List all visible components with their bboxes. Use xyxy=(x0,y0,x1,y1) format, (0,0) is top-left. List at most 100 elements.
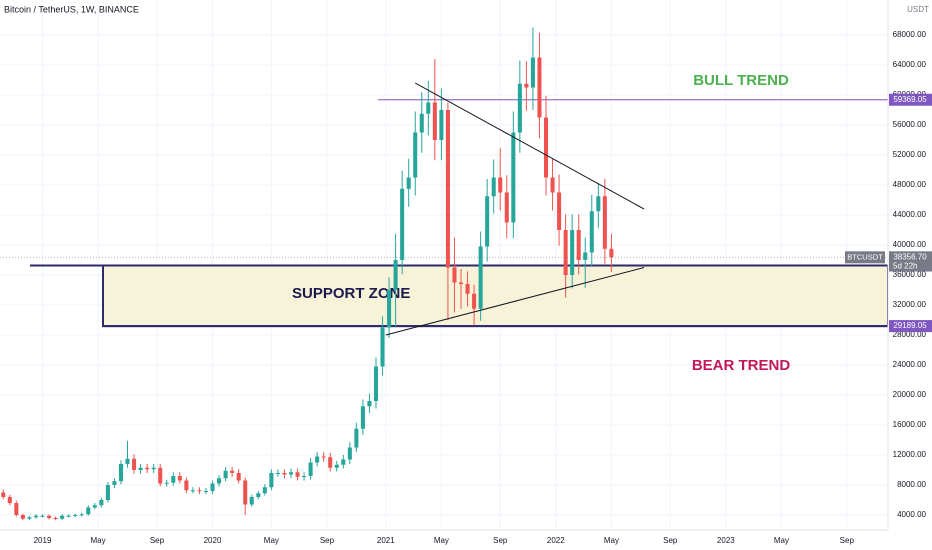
candle-body xyxy=(125,458,130,465)
candle-body xyxy=(203,491,209,493)
x-tick-label: Sep xyxy=(840,536,855,545)
candle-body xyxy=(315,456,320,463)
candle-body xyxy=(530,57,535,88)
candle-body xyxy=(341,459,346,465)
x-tick-label: May xyxy=(264,536,279,545)
candle-body xyxy=(151,467,156,470)
candle-body xyxy=(60,515,65,519)
chart-title: Bitcoin / TetherUS, 1W, BINANCE xyxy=(4,4,139,14)
y-tick-label: 4000.00 xyxy=(897,510,926,519)
support-zone-label: SUPPORT ZONE xyxy=(292,285,410,302)
candle-body xyxy=(7,497,12,504)
candle-body xyxy=(20,515,25,519)
x-tick-label: May xyxy=(91,536,106,545)
y-tick-label: 12000.00 xyxy=(893,450,927,459)
candle-body xyxy=(243,480,248,505)
candle-body xyxy=(334,464,339,468)
x-tick-label: May xyxy=(434,536,449,545)
candle-body xyxy=(112,481,117,486)
candle-body xyxy=(302,476,307,478)
candle-body xyxy=(217,478,222,484)
level-tag xyxy=(889,320,932,333)
candle-body xyxy=(27,517,32,519)
candle-body xyxy=(413,132,418,178)
candle-body xyxy=(550,177,555,193)
candle-body xyxy=(47,515,52,519)
level-label: 29189.05 xyxy=(893,321,927,330)
candle-body xyxy=(177,476,182,481)
candle-body xyxy=(249,497,254,505)
y-tick-label: 68000.00 xyxy=(893,30,927,39)
bear-trend-label: BEAR TREND xyxy=(692,357,791,374)
candle-body xyxy=(543,117,549,178)
trend-line xyxy=(385,267,645,336)
y-tick-label: 16000.00 xyxy=(893,420,927,429)
price-axis-bg xyxy=(888,0,932,550)
y-tick-label: 48000.00 xyxy=(893,180,927,189)
candle-body xyxy=(14,503,19,516)
candle-body xyxy=(164,482,169,484)
x-tick-label: Sep xyxy=(493,536,508,545)
x-tick-label: 2022 xyxy=(547,536,565,545)
candle-body xyxy=(445,110,450,268)
support-zone xyxy=(102,264,889,328)
y-tick-label: 8000.00 xyxy=(897,480,926,489)
level-label: 59369.05 xyxy=(893,95,927,104)
candle-body xyxy=(563,230,568,276)
candle-body xyxy=(498,177,503,193)
candle-body xyxy=(491,177,496,197)
candle-body xyxy=(354,428,359,448)
candle-body xyxy=(79,514,84,516)
candle-body xyxy=(230,470,235,474)
candle-body xyxy=(99,500,104,506)
y-tick-label: 52000.00 xyxy=(893,150,927,159)
candle-body xyxy=(367,401,372,407)
candle-body xyxy=(184,480,189,491)
y-tick-label: 24000.00 xyxy=(893,360,927,369)
candle-body xyxy=(145,467,150,470)
trend-line xyxy=(414,82,645,210)
x-tick-label: 2020 xyxy=(204,536,222,545)
candle-body xyxy=(256,493,261,498)
candle-body xyxy=(478,246,483,309)
candle-body xyxy=(485,196,490,247)
candle-body xyxy=(609,248,614,258)
candle-body xyxy=(190,490,195,492)
candle-body xyxy=(132,458,137,471)
x-tick-label: 2021 xyxy=(377,536,395,545)
candle-body xyxy=(1,492,6,498)
candle-body xyxy=(570,230,575,276)
candle-body xyxy=(400,188,405,261)
candle-body xyxy=(288,472,294,475)
symbol-label: BTCUSDT xyxy=(847,252,883,261)
candle-body xyxy=(86,507,91,515)
candle-body xyxy=(517,83,522,133)
candle-body xyxy=(295,472,300,477)
candle-body xyxy=(406,177,411,189)
candle-body xyxy=(53,518,58,520)
candle-body xyxy=(158,467,163,484)
y-tick-label: 36000.00 xyxy=(893,270,927,279)
bull-trend-label: BULL TREND xyxy=(693,72,789,89)
candle-body xyxy=(236,473,241,481)
candle-body xyxy=(118,464,123,482)
candle-body xyxy=(452,267,457,283)
y-tick-label: 40000.00 xyxy=(893,240,927,249)
y-tick-label: 44000.00 xyxy=(893,210,927,219)
candle-body xyxy=(92,505,97,508)
candle-body xyxy=(373,366,379,402)
x-tick-label: Sep xyxy=(663,536,678,545)
candle-body xyxy=(210,483,215,492)
candle-body xyxy=(472,293,477,309)
candle-body xyxy=(171,476,176,483)
candle-body xyxy=(387,290,392,328)
level-tag xyxy=(889,93,932,106)
axis-unit: USDT xyxy=(907,5,929,14)
candle-body xyxy=(557,192,562,231)
y-tick-label: 32000.00 xyxy=(893,300,927,309)
candle-body xyxy=(426,102,431,114)
last-price-tag xyxy=(889,251,932,272)
candle-body xyxy=(380,327,385,367)
candle-body xyxy=(73,515,78,517)
x-tick-label: 2023 xyxy=(717,536,735,545)
